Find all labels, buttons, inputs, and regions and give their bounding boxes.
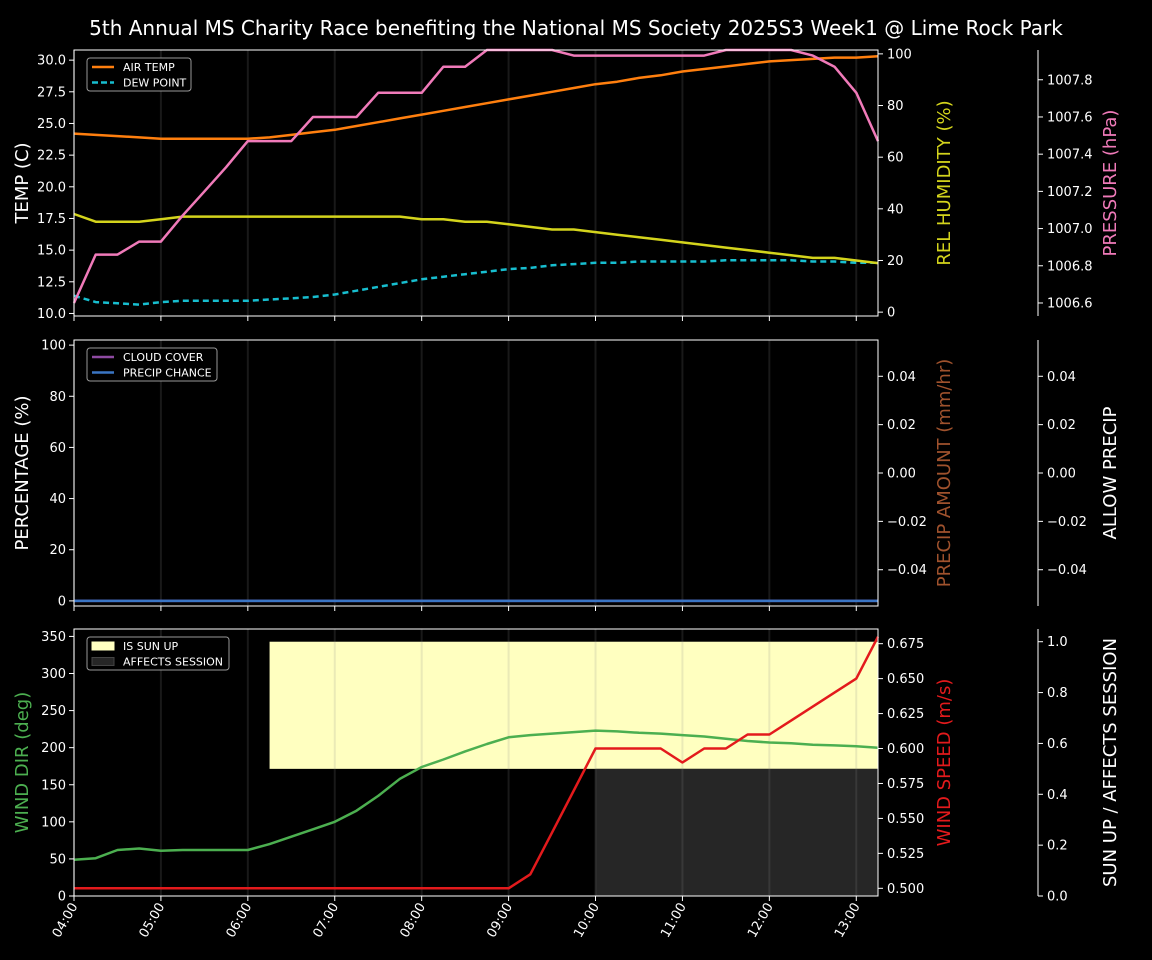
legend-entry: PRECIP CHANCE [123,367,212,380]
series-air-temp [73,55,879,140]
y-tick-label-left: 350 [41,630,66,645]
y-tick-label-right1: 0.00 [887,467,916,482]
y-axis-label-right2: ALLOW PRECIP [1100,406,1121,539]
y-tick-label-right2: 1007.2 [1047,185,1093,200]
y-tick-label-right1: 0.02 [887,418,916,433]
y-axis-label-right2: PRESSURE (hPa) [1100,110,1121,257]
y-tick-label-right1: 0 [887,306,895,321]
y-tick-label-right2: 1006.8 [1047,259,1093,274]
panel-middle: 0 20 40 60 80 100 −0.04 −0.02 0.00 0.02 0.04 −0.04 −… [12,339,1121,611]
y-tick-label-left: 30.0 [37,54,66,69]
y-tick-label-right2: 0.2 [1047,839,1068,854]
y-tick-label-right2: 0.6 [1047,737,1068,752]
y-tick-label-left: 300 [41,667,66,682]
y-tick-label-right2: 0.8 [1047,686,1068,701]
y-tick-label-right1: 100 [887,47,912,62]
y-tick-label-left: 10.0 [37,307,66,322]
legend: AIR TEMP DEW POINT [86,57,192,92]
y-tick-label-left: 50 [49,852,66,867]
y-tick-label-right2: 1007.0 [1047,222,1093,237]
y-tick-label-right1: 0.500 [887,882,924,897]
y-axis-label-right1: PRECIP AMOUNT (mm/hr) [934,359,955,588]
y-tick-label-right1: 0.575 [887,777,924,792]
panel-bottom: 04:00 05:00 06:00 07:00 08:00 09:00 10:00 11:00… [12,628,1121,940]
plot-frame [73,49,879,317]
y-tick-label-left: 25.0 [37,117,66,132]
y-tick-label-left: 12.5 [37,275,66,290]
legend-box [86,347,218,382]
chart-title: 5th Annual MS Charity Race benefiting th… [89,16,1063,40]
legend-box [86,636,230,671]
y-tick-label-left: 100 [41,339,66,354]
y-tick-label-left: 0 [58,890,66,905]
y-tick-label-left: 17.5 [37,212,66,227]
y-tick-label-right1: 0.525 [887,847,924,862]
y-tick-label-right1: 20 [887,254,904,269]
legend: CLOUD COVER PRECIP CHANCE [86,347,218,382]
y-tick-label-right1: 0.600 [887,742,924,757]
y-axis-label-left: WIND DIR (deg) [12,692,33,834]
legend-entry: DEW POINT [123,77,187,90]
plot-area [74,340,878,606]
y-tick-label-left: 0 [58,594,66,609]
chart-panels: 10.0 12.5 15.0 17.5 20.0 22.5 25.0 27.5 30.0 0 20 4… [12,47,1121,940]
legend-entry: CLOUD COVER [123,351,204,364]
y-tick-label-right2: −0.02 [1047,515,1087,530]
y-tick-label-right2: −0.04 [1047,563,1087,578]
y-tick-label-left: 20.0 [37,180,66,195]
y-tick-label-left: 15.0 [37,244,66,259]
y-tick-label-left: 200 [41,741,66,756]
y-tick-label-left: 20 [49,543,66,558]
series-wind-speed [74,636,880,890]
legend: IS SUN UP AFFECTS SESSION [86,636,230,671]
panel-top: 10.0 12.5 15.0 17.5 20.0 22.5 25.0 27.5 30.0 0 20 4… [12,47,1121,322]
y-tick-label-left: 40 [49,492,66,507]
legend-entry: IS SUN UP [123,640,179,653]
y-tick-label-left: 80 [49,390,66,405]
series-wind-dir [73,729,879,861]
series-dew-point [73,259,878,306]
y-tick-label-right1: 40 [887,202,904,217]
series-rel-humidity [73,212,879,265]
y-tick-label-right2: 1007.4 [1047,148,1093,163]
y-tick-label-right2: 0.02 [1047,418,1076,433]
band-is-sun-up [269,641,878,769]
plot-area [74,50,878,316]
y-axis-label-left: TEMP (C) [12,142,33,224]
y-axis-label-right1: REL HUMIDITY (%) [934,100,955,265]
y-tick-label-right2: 1007.6 [1047,110,1093,125]
y-tick-label-right1: 80 [887,99,904,114]
y-tick-label-right2: 0.0 [1047,890,1068,905]
y-tick-label-right2: 1.0 [1047,635,1068,650]
y-tick-label-right1: 0.650 [887,672,924,687]
band-affects-session [595,768,878,896]
y-tick-label-right2: 0.00 [1047,467,1076,482]
y-tick-label-right2: 1006.6 [1047,296,1093,311]
legend-swatch [91,657,115,666]
y-tick-label-right1: −0.04 [887,563,927,578]
y-axis-label-right2: SUN UP / AFFECTS SESSION [1100,638,1121,887]
legend-swatch [91,641,115,651]
y-tick-label-left: 100 [41,815,66,830]
legend-entry: AIR TEMP [123,61,175,74]
y-tick-label-right1: −0.02 [887,515,927,530]
y-axis-label-right1: WIND SPEED (m/s) [934,679,955,847]
y-tick-label-right2: 1007.8 [1047,73,1093,88]
y-tick-label-right1: 0.550 [887,812,924,827]
y-tick-label-right1: 0.675 [887,637,924,652]
legend-entry: AFFECTS SESSION [123,656,223,669]
y-tick-label-left: 150 [41,778,66,793]
y-tick-label-left: 60 [49,441,66,456]
y-tick-label-left: 27.5 [37,85,66,100]
y-tick-label-left: 250 [41,704,66,719]
y-tick-label-right1: 0.625 [887,707,924,722]
y-tick-label-right2: 0.04 [1047,370,1076,385]
y-tick-label-right2: 0.4 [1047,788,1068,803]
y-tick-label-right1: 60 [887,151,904,166]
plot-frame [73,628,879,897]
y-axis-label-left: PERCENTAGE (%) [12,395,33,550]
y-tick-label-right1: 0.04 [887,370,916,385]
y-tick-label-left: 22.5 [37,149,66,164]
